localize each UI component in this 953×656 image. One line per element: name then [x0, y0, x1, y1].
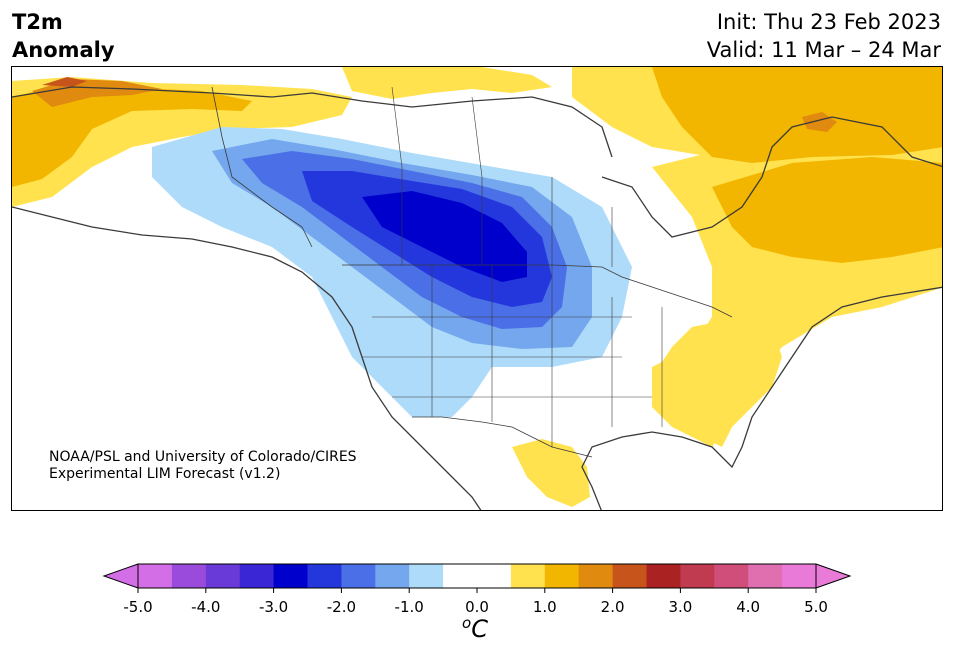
coastline-pacific	[12, 206, 482, 510]
colorbar-under-outline	[102, 563, 139, 589]
map-canvas	[12, 67, 942, 510]
init-date: Init: Thu 23 Feb 2023	[716, 10, 941, 34]
colorbar-tick-label: -5.0	[123, 598, 153, 616]
colorbar-tick-label: -1.0	[394, 598, 424, 616]
warm-region-baffin-core	[802, 112, 837, 132]
colorbar-cell	[680, 564, 715, 588]
colorbar-tick-label: 0.0	[465, 598, 489, 616]
colorbar-cell	[578, 564, 614, 588]
colorbar-cell	[307, 564, 342, 588]
valid-range: Valid: 11 Mar – 24 Mar	[706, 38, 941, 62]
colorbar-unit: oC	[462, 614, 488, 643]
colorbar-tick-label: -4.0	[191, 598, 221, 616]
colorbar-cell	[443, 564, 478, 588]
colorbar-over-outline	[815, 563, 852, 589]
anomaly-map	[11, 66, 943, 511]
colorbar-tick-label: 4.0	[736, 598, 761, 616]
colorbar-tick-label: 2.0	[600, 598, 625, 616]
colorbar-tick-label: -3.0	[258, 598, 289, 616]
title-variable: T2m	[12, 10, 63, 34]
unit-letter: C	[471, 615, 488, 643]
colorbar-tick-marks	[137, 588, 817, 593]
colorbar-cell	[748, 564, 783, 588]
border-us-canada	[342, 264, 733, 318]
warm-region-alaska-strong	[12, 85, 252, 187]
colorbar-tick-label: -2.0	[326, 598, 357, 616]
colorbar-cell	[477, 564, 512, 588]
title-anomaly: Anomaly	[12, 38, 115, 62]
colorbar-cell	[646, 564, 681, 588]
warm-region-arctic-strong	[652, 67, 942, 163]
state-lines	[362, 265, 663, 447]
coastline-hudson-bay	[601, 116, 942, 238]
coastline-gulf	[581, 286, 942, 510]
colorbar-cell	[510, 564, 546, 588]
cold-region-core	[362, 191, 527, 282]
colorbar-cell	[205, 564, 241, 588]
colorbar-tick-label: 5.0	[804, 598, 828, 616]
colorbar-tick-label: 1.0	[532, 598, 557, 616]
forecast-dates: Init: Thu 23 Feb 2023 Valid: 11 Mar – 24…	[707, 8, 941, 64]
warm-region-eastern-canada-strong	[712, 157, 942, 263]
province-lines	[391, 86, 613, 267]
colorbar-cell	[375, 564, 410, 588]
unit-degree-symbol: o	[462, 614, 472, 632]
warm-region-mexico	[512, 439, 590, 507]
colorbar-cells	[138, 564, 817, 588]
warm-region-arctic	[342, 67, 552, 99]
colorbar-cell	[714, 564, 749, 588]
colorbar-cell	[138, 564, 173, 588]
colorbar-cell	[612, 564, 647, 588]
colorbar-cell	[273, 564, 308, 588]
colorbar-cell	[341, 564, 376, 588]
colorbar-over-arrow	[816, 564, 850, 588]
warm-region-alaska-peak	[42, 77, 87, 87]
coastline-arctic	[12, 86, 613, 158]
colorbar-tick-label: 3.0	[668, 598, 693, 616]
border-alaska-canada	[211, 86, 313, 248]
credit-line-1: NOAA/PSL and University of Colorado/CIRE…	[49, 449, 357, 465]
colorbar-under-arrow	[104, 564, 138, 588]
colorbar	[102, 563, 852, 593]
border-us-mexico	[412, 416, 593, 458]
colorbar-cell	[239, 564, 275, 588]
colorbar-cell	[544, 564, 580, 588]
credit-line-2: Experimental LIM Forecast (v1.2)	[49, 466, 281, 482]
colorbar-cell	[409, 564, 444, 588]
colorbar-cell	[171, 564, 207, 588]
map-title: T2m Anomaly	[12, 8, 115, 64]
warm-region-southeast	[652, 317, 782, 447]
credit-text: NOAA/PSL and University of Colorado/CIRE…	[49, 449, 357, 483]
colorbar-cell	[782, 564, 817, 588]
